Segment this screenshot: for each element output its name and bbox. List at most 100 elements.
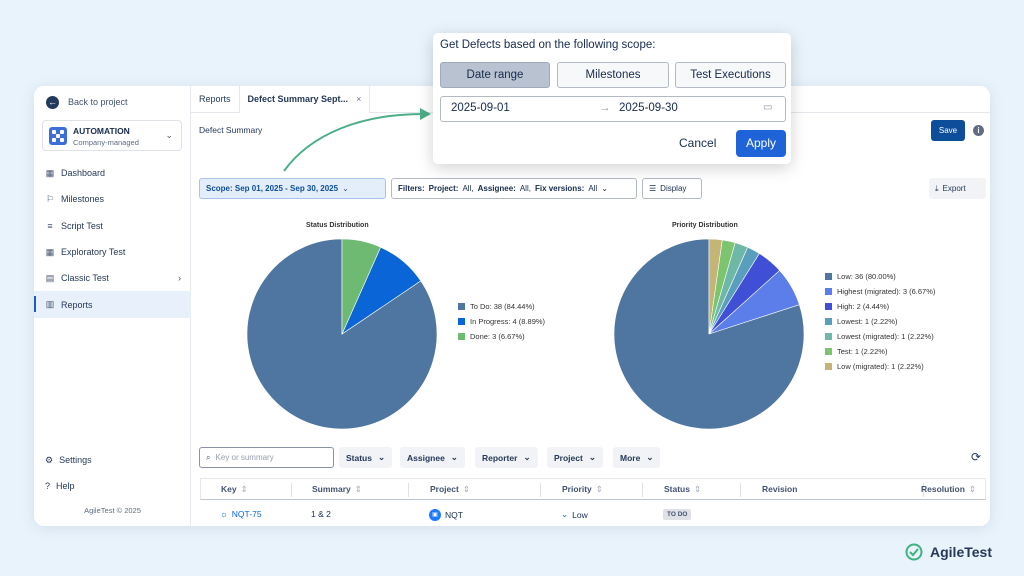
- flag-icon: ⚐: [45, 193, 55, 204]
- column-project[interactable]: Project ⇕: [430, 484, 470, 495]
- help-link[interactable]: ? Help: [34, 473, 191, 499]
- column-resolution[interactable]: Resolution ⇕: [921, 484, 976, 495]
- column-status[interactable]: Status ⇕: [664, 484, 701, 495]
- pie-slice[interactable]: [246, 238, 438, 430]
- pie-slice[interactable]: [708, 238, 723, 335]
- sidebar-item-classic-test[interactable]: ▤ Classic Test ›: [34, 265, 191, 291]
- dashboard-icon: ▦: [45, 167, 55, 178]
- filter-label: Assignee: [407, 452, 445, 463]
- row-priority: ⌄ Low: [561, 509, 588, 520]
- legend-label: Done: 3 (6.67%): [470, 332, 525, 341]
- legend-item[interactable]: High: 2 (4.44%): [825, 299, 935, 314]
- row-key[interactable]: ☼ NQT-75: [220, 509, 262, 519]
- arrow-left-icon: ←: [46, 95, 59, 109]
- column-revision[interactable]: Revision: [762, 484, 797, 494]
- more-filter-button[interactable]: More ⌄: [613, 447, 661, 468]
- sidebar-item-script-test[interactable]: ≡ Script Test: [34, 213, 191, 239]
- export-button[interactable]: ⤓ Export: [929, 178, 986, 199]
- filter-project-value: All,: [462, 184, 474, 193]
- chevron-down-icon: ⌄: [523, 452, 531, 462]
- project-selector[interactable]: AUTOMATION Company-managed ⌄: [42, 120, 182, 151]
- download-icon: ⤓: [935, 183, 939, 193]
- calendar-icon[interactable]: ▭: [763, 102, 773, 113]
- save-button[interactable]: Save: [931, 120, 965, 141]
- grid-icon: ▦: [45, 246, 55, 257]
- search-input[interactable]: ⌕ Key or summary: [199, 447, 334, 468]
- tab-defect-summary[interactable]: Defect Summary Sept... ×: [238, 86, 371, 113]
- end-date[interactable]: 2025-09-30: [619, 102, 678, 114]
- priority-legend: Low: 36 (80.00%) Highest (migrated): 3 (6…: [825, 269, 935, 374]
- table-row[interactable]: ☼ NQT-75 1 & 2 ▣ NQT ⌄ Low TO DO: [200, 504, 986, 526]
- legend-item[interactable]: Lowest (migrated): 1 (2.22%): [825, 329, 935, 344]
- apply-button[interactable]: Apply: [736, 130, 786, 157]
- sidebar-item-exploratory-test[interactable]: ▦ Exploratory Test: [34, 239, 191, 265]
- tab-label: Reports: [199, 94, 231, 104]
- filters-button[interactable]: Filters: Project: All, Assignee: All, Fi…: [391, 178, 637, 199]
- sidebar-item-reports[interactable]: ▥ Reports: [34, 291, 191, 318]
- check-circle-icon: [905, 543, 923, 561]
- scope-label: Scope: Sep 01, 2025 - Sep 30, 2025: [206, 184, 339, 193]
- priority-chart-title: Priority Distribution: [672, 222, 738, 229]
- column-divider: [642, 483, 643, 497]
- close-icon[interactable]: ×: [356, 94, 362, 104]
- row-priority-label: Low: [572, 509, 588, 520]
- legend-item[interactable]: Test: 1 (2.22%): [825, 344, 935, 359]
- search-placeholder: Key or summary: [215, 453, 274, 462]
- search-icon: ⌕: [206, 452, 211, 462]
- legend-item[interactable]: Done: 3 (6.67%): [458, 329, 545, 344]
- filter-fix-key: Fix versions:: [534, 184, 585, 193]
- scope-button[interactable]: Scope: Sep 01, 2025 - Sep 30, 2025 ⌄: [199, 178, 386, 199]
- legend-item[interactable]: Low: 36 (80.00%): [825, 269, 935, 284]
- legend-label: To Do: 38 (84.44%): [470, 302, 535, 311]
- status-badge: TO DO: [663, 509, 692, 520]
- status-legend: To Do: 38 (84.44%) In Progress: 4 (8.89%)…: [458, 299, 545, 344]
- chevron-down-icon: ⌄: [342, 184, 349, 193]
- tab-reports[interactable]: Reports: [191, 86, 239, 113]
- assignee-filter-button[interactable]: Assignee ⌄: [400, 447, 465, 468]
- reporter-filter-button[interactable]: Reporter ⌄: [475, 447, 538, 468]
- scope-popup: Get Defects based on the following scope…: [433, 33, 791, 164]
- legend-label: Low: 36 (80.00%): [837, 272, 896, 281]
- info-icon[interactable]: i: [973, 125, 984, 136]
- legend-item[interactable]: In Progress: 4 (8.89%): [458, 314, 545, 329]
- legend-swatch: [825, 303, 832, 310]
- legend-label: Highest (migrated): 3 (6.67%): [837, 287, 936, 296]
- column-divider: [740, 483, 741, 497]
- legend-item[interactable]: Lowest: 1 (2.22%): [825, 314, 935, 329]
- status-filter-button[interactable]: Status ⌄: [339, 447, 393, 468]
- legend-swatch: [458, 303, 465, 310]
- column-priority[interactable]: Priority ⇕: [562, 484, 603, 495]
- column-label: Status: [664, 483, 690, 494]
- column-label: Priority: [562, 483, 592, 494]
- column-summary[interactable]: Summary ⇕: [312, 484, 362, 495]
- sidebar-item-milestones[interactable]: ⚐ Milestones: [34, 186, 191, 212]
- legend-label: In Progress: 4 (8.89%): [470, 317, 546, 326]
- settings-link[interactable]: ⚙ Settings: [34, 447, 191, 473]
- settings-label: Settings: [59, 455, 92, 465]
- legend-item[interactable]: Low (migrated): 1 (2.22%): [825, 359, 935, 374]
- option-date-range[interactable]: Date range: [440, 62, 550, 88]
- start-date[interactable]: 2025-09-01: [451, 102, 510, 114]
- cancel-button[interactable]: Cancel: [679, 136, 717, 150]
- legend-swatch: [825, 273, 832, 280]
- column-divider: [923, 483, 924, 497]
- sidebar-item-label: Milestones: [61, 194, 105, 205]
- refresh-icon[interactable]: ⟳: [971, 450, 982, 464]
- date-range-input[interactable]: 2025-09-01 → 2025-09-30 ▭: [440, 96, 786, 122]
- filter-label: Status: [346, 452, 372, 463]
- legend-item[interactable]: Highest (migrated): 3 (6.67%): [825, 284, 935, 299]
- help-icon: ?: [45, 481, 51, 491]
- column-label: Revision: [762, 484, 798, 494]
- column-divider: [540, 483, 541, 497]
- project-filter-button[interactable]: Project ⌄: [547, 447, 603, 468]
- pie-slice[interactable]: [341, 238, 382, 335]
- sidebar-item-dashboard[interactable]: ▦ Dashboard: [34, 160, 191, 186]
- display-button[interactable]: ☰ Display: [642, 178, 702, 199]
- back-to-project-link[interactable]: ← Back to project: [34, 86, 190, 112]
- option-test-executions[interactable]: Test Executions: [675, 62, 786, 88]
- filter-fix-value: All: [588, 184, 598, 193]
- option-milestones[interactable]: Milestones: [557, 62, 669, 88]
- row-key-label: NQT-75: [231, 509, 262, 519]
- legend-item[interactable]: To Do: 38 (84.44%): [458, 299, 545, 314]
- column-key[interactable]: Key ⇕: [221, 484, 248, 495]
